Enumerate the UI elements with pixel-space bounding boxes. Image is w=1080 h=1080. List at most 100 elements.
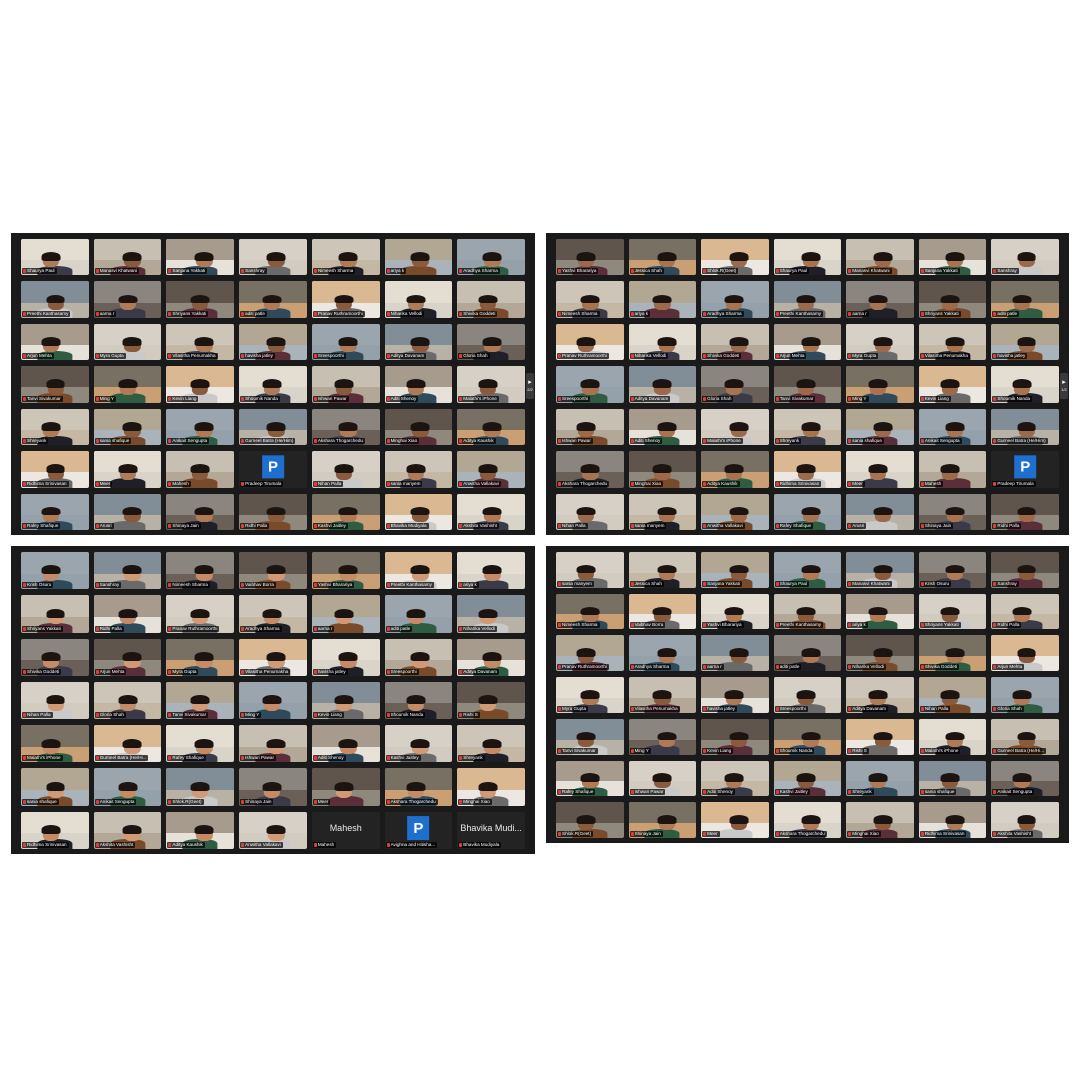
participant-tile[interactable]: Sreespoorthi <box>311 323 380 361</box>
participant-tile[interactable]: ariya k <box>628 281 697 318</box>
participant-tile[interactable]: aarna r <box>701 635 769 672</box>
participant-tile[interactable]: Shoumik Nanda <box>384 681 453 720</box>
participant-tile[interactable]: Sreespoorthi <box>773 677 842 713</box>
participant-tile[interactable]: Ridhi Palla <box>93 595 162 633</box>
participant-tile[interactable]: Nihan Palla <box>556 493 624 530</box>
participant-tile[interactable]: Myra Gupta <box>556 677 624 713</box>
participant-tile[interactable]: Krish Osuru <box>918 552 987 588</box>
next-page-button[interactable]: ▸ 1/2 <box>1060 373 1068 399</box>
participant-tile[interactable]: Myra Gupta <box>93 323 162 361</box>
participant-tile[interactable]: Shaurya Paul <box>773 552 842 588</box>
participant-tile[interactable]: havisha jatley <box>701 677 769 713</box>
participant-tile[interactable]: Meer <box>846 451 914 488</box>
participant-tile[interactable]: sania shafique <box>21 768 89 806</box>
participant-tile[interactable]: Anikait Sengupta <box>166 408 235 446</box>
participant-tile[interactable]: Anwitha Vallakavi <box>457 451 525 488</box>
participant-tile[interactable]: Shinaya Jain <box>166 493 235 530</box>
participant-tile[interactable]: Manasvi Khatwani <box>846 552 914 588</box>
participant-tile[interactable]: Rafey Shafique <box>773 493 842 530</box>
participant-tile[interactable]: Ming Y <box>628 718 697 755</box>
participant-tile[interactable]: Yashvi Bharariya <box>701 593 769 630</box>
participant-tile[interactable]: Shlok.R(Geet) <box>166 768 235 806</box>
next-page-button[interactable]: ▸ 2/2 <box>526 373 534 399</box>
participant-tile[interactable]: Shinaya Jain <box>239 768 307 806</box>
participant-tile[interactable]: Tanvi Sivakumar <box>556 718 624 755</box>
participant-tile[interactable]: Aditya Davanam <box>628 366 697 403</box>
participant-tile[interactable]: Ming Y <box>93 366 162 403</box>
participant-tile[interactable]: Vilasitha Penumakha <box>918 323 987 361</box>
participant-tile[interactable]: aditi patle <box>991 281 1059 318</box>
participant-tile[interactable]: Akshara Thogarchedu <box>556 451 624 488</box>
participant-tile[interactable]: Ming Y <box>846 366 914 403</box>
participant-tile[interactable]: Kevin Liang <box>918 366 987 403</box>
participant-tile[interactable]: P Avighna and Hitisha... <box>384 811 453 849</box>
participant-tile[interactable]: Aradhya Sharma <box>239 595 307 633</box>
participant-tile[interactable]: Shinaya Jain <box>628 802 697 838</box>
participant-tile[interactable]: Preethi Kanthasamy <box>773 593 842 630</box>
participant-tile[interactable]: aditi patle <box>239 281 307 318</box>
participant-tile[interactable]: Akshita Vashisht <box>991 802 1059 838</box>
participant-tile[interactable]: Shivika Goddeti <box>701 323 769 361</box>
participant-tile[interactable]: Arusri <box>846 493 914 530</box>
participant-tile[interactable]: sania manyem <box>628 493 697 530</box>
participant-tile[interactable]: Shriyans Yakkati <box>21 595 89 633</box>
participant-tile[interactable]: Anikait Sengupta <box>918 408 987 446</box>
participant-tile[interactable]: ariya k <box>846 593 914 630</box>
participant-tile[interactable]: Aradhya Sharma <box>628 635 697 672</box>
participant-tile[interactable]: Tanvi Sivakumar <box>166 681 235 720</box>
participant-tile[interactable]: Sanshray <box>991 552 1059 588</box>
participant-tile[interactable]: Mahesh Mahesh <box>311 811 380 849</box>
participant-tile[interactable]: aditi patle <box>384 595 453 633</box>
participant-tile[interactable]: Kashvi Jaitley <box>773 760 842 797</box>
participant-tile[interactable]: Tanvi Sivakumar <box>21 366 89 403</box>
participant-tile[interactable]: Gloria Shah <box>457 323 525 361</box>
participant-tile[interactable]: Vilasitha Penumakha <box>628 677 697 713</box>
participant-tile[interactable]: Arjun Mehta <box>93 638 162 676</box>
participant-tile[interactable]: Niharika Vellodi <box>384 281 453 318</box>
participant-tile[interactable]: Rafey Shafique <box>556 760 624 797</box>
participant-tile[interactable]: Krish Osuru <box>21 552 89 590</box>
participant-tile[interactable]: Shreyank <box>21 408 89 446</box>
participant-tile[interactable]: Jessica Shah <box>628 239 697 276</box>
participant-tile[interactable]: P Pradeep Tirumala <box>239 451 307 488</box>
participant-tile[interactable]: Sanshray <box>239 239 307 276</box>
participant-tile[interactable]: Aditya Kaushik <box>457 408 525 446</box>
participant-tile[interactable]: Tanvi Sivakumar <box>773 366 842 403</box>
participant-tile[interactable]: Arjun Mehta <box>21 323 89 361</box>
participant-tile[interactable]: P Pradeep Tirumala <box>991 451 1059 488</box>
participant-tile[interactable]: Anikait Sengupta <box>991 760 1059 797</box>
participant-tile[interactable]: Shreyank <box>846 760 914 797</box>
participant-tile[interactable]: Shivika Goddeti <box>918 635 987 672</box>
participant-tile[interactable]: Sanjana Yakkati <box>701 552 769 588</box>
participant-tile[interactable]: Niharika Vellodi <box>628 323 697 361</box>
participant-tile[interactable]: Bhavika Mudi... Bhavika Mudiyala <box>457 811 525 849</box>
participant-tile[interactable]: Shriyans Yakkati <box>166 281 235 318</box>
participant-tile[interactable]: Jessica Shah <box>628 552 697 588</box>
participant-tile[interactable]: Gloria Shah <box>93 681 162 720</box>
participant-tile[interactable]: Meer <box>701 802 769 838</box>
participant-tile[interactable]: Gloria Shah <box>991 677 1059 713</box>
participant-tile[interactable]: Akshita Vashisht <box>457 493 525 530</box>
participant-tile[interactable]: Minghai Xiao <box>846 802 914 838</box>
participant-tile[interactable]: Mahesh <box>918 451 987 488</box>
participant-tile[interactable]: Vaibhav Borra <box>628 593 697 630</box>
participant-tile[interactable]: Aradhya Sharma <box>701 281 769 318</box>
participant-tile[interactable]: Shriyans Yakkati <box>918 593 987 630</box>
participant-tile[interactable]: Pranav Ruthramoorthi <box>166 595 235 633</box>
participant-tile[interactable]: Shaurya Paul <box>21 239 89 276</box>
participant-tile[interactable]: Kevin Liang <box>701 718 769 755</box>
participant-tile[interactable]: Niharika Vellodi <box>457 595 525 633</box>
participant-tile[interactable]: Shaurya Paul <box>773 239 842 276</box>
participant-tile[interactable]: Kashvi Jaitley <box>384 725 453 763</box>
participant-tile[interactable]: Arusri <box>93 493 162 530</box>
participant-tile[interactable]: sania shafique <box>918 760 987 797</box>
participant-tile[interactable]: Rafey Shafique <box>21 493 89 530</box>
participant-tile[interactable]: Kevin Liang <box>311 681 380 720</box>
participant-tile[interactable]: aarna r <box>93 281 162 318</box>
participant-tile[interactable]: Ishwari Pawar <box>239 725 307 763</box>
participant-tile[interactable]: Anwitha Vallakavi <box>239 811 307 849</box>
participant-tile[interactable]: Meer <box>93 451 162 488</box>
participant-tile[interactable]: Rishi S <box>457 681 525 720</box>
participant-tile[interactable]: Anikait Sengupta <box>93 768 162 806</box>
participant-tile[interactable]: Anwitha Vallakavi <box>701 493 769 530</box>
